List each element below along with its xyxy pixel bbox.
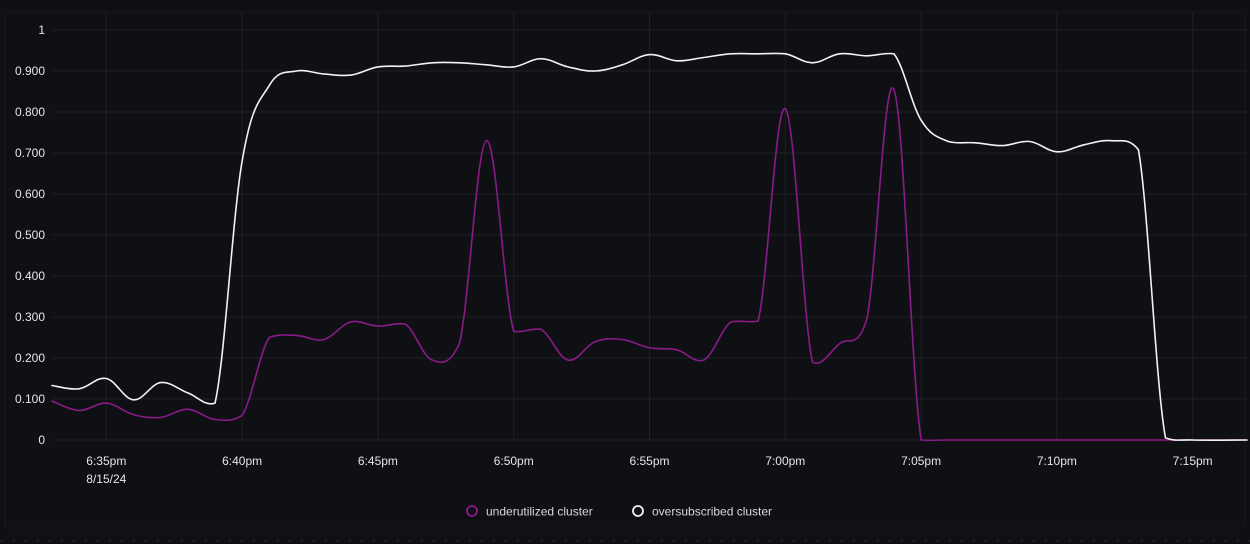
x-tick-label: 6:35pm [86, 454, 126, 468]
y-tick-label: 0.200 [15, 351, 45, 365]
y-tick-label: 0.500 [15, 228, 45, 242]
x-tick-label: 7:05pm [901, 454, 941, 468]
y-axis: 1 0.900 0.800 0.700 0.600 0.500 0.400 0.300 0.20… [15, 23, 45, 447]
y-tick-label: 0.800 [15, 105, 45, 119]
y-tick-label: 0.600 [15, 187, 45, 201]
x-tick-label: 6:50pm [494, 454, 534, 468]
series-lines [51, 52, 1248, 442]
y-tick-label: 0.700 [15, 146, 45, 160]
legend-item-underutilized[interactable]: underutilized cluster [466, 505, 593, 519]
x-axis: 6:35pm 8/15/24 6:40pm 6:45pm 6:50pm 6:55pm 7:0… [86, 454, 1212, 486]
series-line-oversubscribed [51, 52, 1248, 441]
y-tick-label: 0.900 [15, 64, 45, 78]
x-tick-label: 6:40pm [222, 454, 262, 468]
series-line-underutilized [51, 87, 1248, 442]
x-tick-label: 6:45pm [358, 454, 398, 468]
x-tick-label: 6:55pm [629, 454, 669, 468]
chart-frame [4, 11, 1246, 529]
x-tick-date-label: 8/15/24 [86, 472, 126, 486]
legend-item-oversubscribed[interactable]: oversubscribed cluster [632, 505, 772, 519]
x-tick-label: 7:15pm [1173, 454, 1213, 468]
y-tick-label: 0.400 [15, 269, 45, 283]
y-tick-label: 1 [38, 23, 45, 37]
x-tick-label: 7:00pm [765, 454, 805, 468]
y-tick-label: 0.100 [15, 392, 45, 406]
legend-marker-icon [466, 505, 478, 517]
y-tick-label: 0 [38, 433, 45, 447]
y-tick-label: 0.300 [15, 310, 45, 324]
legend-label: oversubscribed cluster [652, 505, 772, 519]
legend-label: underutilized cluster [486, 505, 593, 519]
x-tick-label: 7:10pm [1037, 454, 1077, 468]
legend[interactable]: underutilized cluster oversubscribed clus… [466, 505, 772, 519]
legend-marker-icon [632, 505, 644, 517]
